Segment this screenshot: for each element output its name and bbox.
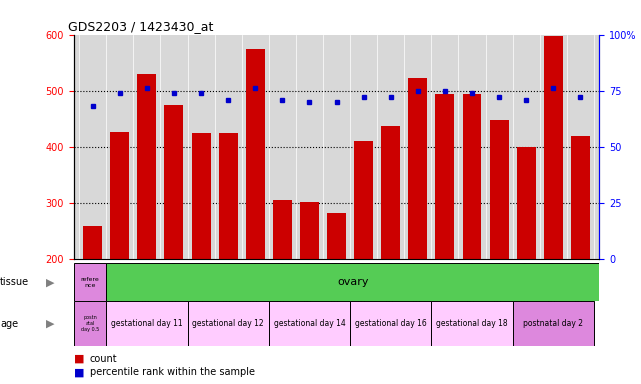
- Text: GDS2203 / 1423430_at: GDS2203 / 1423430_at: [69, 20, 214, 33]
- Text: gestational day 12: gestational day 12: [192, 319, 264, 328]
- Bar: [188, 301, 269, 346]
- Bar: [435, 94, 454, 259]
- Text: ■: ■: [74, 354, 84, 364]
- Bar: [327, 213, 346, 259]
- Text: ▶: ▶: [46, 277, 54, 287]
- Text: tissue: tissue: [0, 277, 29, 287]
- Text: refere
nce: refere nce: [81, 277, 99, 288]
- Bar: [571, 136, 590, 259]
- Bar: [381, 126, 400, 259]
- Bar: [137, 74, 156, 259]
- Bar: [106, 301, 188, 346]
- Bar: [273, 200, 292, 259]
- Bar: [219, 133, 238, 259]
- Bar: [350, 301, 431, 346]
- Text: ▶: ▶: [46, 318, 54, 329]
- Bar: [354, 141, 373, 259]
- Bar: [165, 105, 183, 259]
- Text: gestational day 14: gestational day 14: [274, 319, 345, 328]
- Text: gestational day 11: gestational day 11: [111, 319, 183, 328]
- Bar: [110, 132, 129, 259]
- Bar: [74, 301, 106, 346]
- Bar: [544, 36, 563, 259]
- Text: gestational day 16: gestational day 16: [355, 319, 427, 328]
- Bar: [269, 301, 350, 346]
- Text: gestational day 18: gestational day 18: [436, 319, 508, 328]
- Text: ■: ■: [74, 367, 84, 377]
- Bar: [517, 147, 536, 259]
- Bar: [246, 49, 265, 259]
- Text: postn
atal
day 0.5: postn atal day 0.5: [81, 315, 99, 332]
- Bar: [463, 94, 481, 259]
- Bar: [431, 301, 513, 346]
- Text: percentile rank within the sample: percentile rank within the sample: [90, 367, 254, 377]
- Bar: [300, 202, 319, 259]
- Bar: [74, 263, 106, 301]
- Text: postnatal day 2: postnatal day 2: [523, 319, 583, 328]
- Text: count: count: [90, 354, 117, 364]
- Bar: [513, 301, 594, 346]
- Bar: [408, 78, 428, 259]
- Text: ovary: ovary: [337, 277, 369, 287]
- Text: age: age: [0, 318, 18, 329]
- Bar: [192, 133, 210, 259]
- Bar: [490, 121, 508, 259]
- Bar: [83, 225, 102, 259]
